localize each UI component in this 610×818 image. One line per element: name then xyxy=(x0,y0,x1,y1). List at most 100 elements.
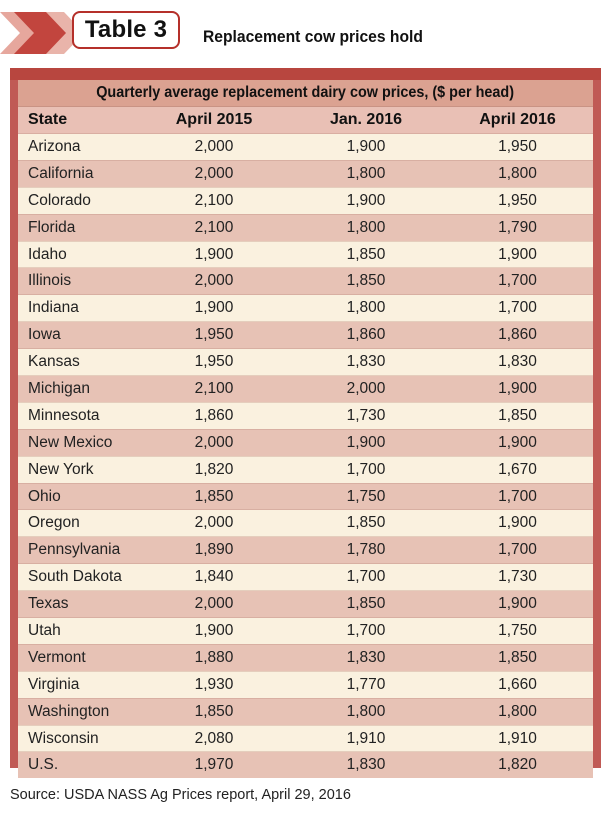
april-2016-cell: 1,900 xyxy=(442,240,593,268)
table-caption-row: Quarterly average replacement dairy cow … xyxy=(18,80,593,107)
state-cell: Michigan xyxy=(18,375,138,403)
april-2015-cell: 2,080 xyxy=(138,724,290,752)
table-caption: Quarterly average replacement dairy cow … xyxy=(96,84,515,101)
jan-2016-cell: 1,900 xyxy=(290,186,442,215)
state-cell: Colorado xyxy=(18,186,138,215)
april-2015-cell: 1,820 xyxy=(138,455,290,484)
state-cell: Idaho xyxy=(18,240,138,268)
state-cell: Indiana xyxy=(18,294,138,322)
april-2015-cell: 1,850 xyxy=(138,482,290,510)
state-cell: Vermont xyxy=(18,643,138,672)
table-row: New Mexico 2,000 1,900 1,900 xyxy=(18,428,593,457)
state-cell: New Mexico xyxy=(18,428,138,457)
state-cell: Florida xyxy=(18,213,138,242)
april-2016-cell: 1,820 xyxy=(442,751,593,779)
table-title: Replacement cow prices hold xyxy=(203,27,423,46)
column-header-april-2015: April 2015 xyxy=(138,106,290,134)
state-cell: Iowa xyxy=(18,321,138,349)
state-cell: Minnesota xyxy=(18,401,138,430)
table-row: Minnesota 1,860 1,730 1,850 xyxy=(18,401,593,430)
state-cell: Virginia xyxy=(18,670,138,699)
table-row: Michigan 2,100 2,000 1,900 xyxy=(18,375,593,403)
jan-2016-cell: 1,850 xyxy=(290,240,442,268)
jan-2016-cell: 1,750 xyxy=(290,482,442,510)
jan-2016-cell: 1,850 xyxy=(290,267,442,295)
april-2015-cell: 2,000 xyxy=(138,428,290,457)
table-row: Vermont 1,880 1,830 1,850 xyxy=(18,643,593,672)
april-2015-cell: 1,880 xyxy=(138,643,290,672)
column-header-april-2016: April 2016 xyxy=(442,106,593,134)
panel-top-band xyxy=(10,68,601,80)
april-2016-cell: 1,730 xyxy=(442,563,593,591)
april-2016-cell: 1,830 xyxy=(442,348,593,376)
state-cell: Oregon xyxy=(18,509,138,537)
april-2015-cell: 1,840 xyxy=(138,563,290,591)
state-cell: U.S. xyxy=(18,751,138,779)
price-table: Quarterly average replacement dairy cow … xyxy=(18,80,593,779)
april-2015-cell: 1,970 xyxy=(138,751,290,779)
april-2015-cell: 2,100 xyxy=(138,186,290,215)
table-row: U.S. 1,970 1,830 1,820 xyxy=(18,751,593,779)
jan-2016-cell: 1,780 xyxy=(290,536,442,564)
jan-2016-cell: 1,730 xyxy=(290,401,442,430)
table-header: Table 3 Replacement cow prices hold xyxy=(0,0,610,64)
jan-2016-cell: 1,800 xyxy=(290,213,442,242)
april-2015-cell: 2,000 xyxy=(138,267,290,295)
jan-2016-cell: 1,700 xyxy=(290,455,442,484)
source-note: Source: USDA NASS Ag Prices report, Apri… xyxy=(10,787,351,803)
table-row: Pennsylvania 1,890 1,780 1,700 xyxy=(18,536,593,564)
april-2015-cell: 2,100 xyxy=(138,213,290,242)
table-row: Wisconsin 2,080 1,910 1,910 xyxy=(18,724,593,752)
april-2015-cell: 1,930 xyxy=(138,670,290,699)
april-2016-cell: 1,900 xyxy=(442,428,593,457)
april-2016-cell: 1,900 xyxy=(442,375,593,403)
table-row: Illinois 2,000 1,850 1,700 xyxy=(18,267,593,295)
table-row: Idaho 1,900 1,850 1,900 xyxy=(18,240,593,268)
table-row: Iowa 1,950 1,860 1,860 xyxy=(18,321,593,349)
april-2015-cell: 1,890 xyxy=(138,536,290,564)
april-2016-cell: 1,850 xyxy=(442,643,593,672)
jan-2016-cell: 1,830 xyxy=(290,348,442,376)
april-2016-cell: 1,800 xyxy=(442,697,593,726)
table-number-badge: Table 3 xyxy=(72,11,180,49)
table-row: Colorado 2,100 1,900 1,950 xyxy=(18,186,593,215)
april-2015-cell: 2,000 xyxy=(138,159,290,188)
april-2015-cell: 1,950 xyxy=(138,348,290,376)
state-cell: Illinois xyxy=(18,267,138,295)
april-2015-cell: 2,000 xyxy=(138,509,290,537)
table-row: Kansas 1,950 1,830 1,830 xyxy=(18,348,593,376)
column-header-jan-2016: Jan. 2016 xyxy=(290,106,442,134)
state-cell: South Dakota xyxy=(18,563,138,591)
jan-2016-cell: 1,850 xyxy=(290,590,442,618)
april-2016-cell: 1,950 xyxy=(442,133,593,161)
april-2015-cell: 1,850 xyxy=(138,697,290,726)
table-row: Washington 1,850 1,800 1,800 xyxy=(18,697,593,726)
table-row: Texas 2,000 1,850 1,900 xyxy=(18,590,593,618)
table-row: Indiana 1,900 1,800 1,700 xyxy=(18,294,593,322)
jan-2016-cell: 1,700 xyxy=(290,617,442,645)
jan-2016-cell: 1,900 xyxy=(290,133,442,161)
jan-2016-cell: 1,800 xyxy=(290,159,442,188)
table-row: California 2,000 1,800 1,800 xyxy=(18,159,593,188)
state-cell: Pennsylvania xyxy=(18,536,138,564)
state-cell: Washington xyxy=(18,697,138,726)
jan-2016-cell: 1,800 xyxy=(290,697,442,726)
table-row: Ohio 1,850 1,750 1,700 xyxy=(18,482,593,510)
table-row: New York 1,820 1,700 1,670 xyxy=(18,455,593,484)
table-row: Oregon 2,000 1,850 1,900 xyxy=(18,509,593,537)
april-2016-cell: 1,850 xyxy=(442,401,593,430)
state-cell: Texas xyxy=(18,590,138,618)
table-body: Arizona 2,000 1,900 1,950 California 2,000 1,8… xyxy=(18,133,593,779)
april-2016-cell: 1,670 xyxy=(442,455,593,484)
april-2016-cell: 1,900 xyxy=(442,590,593,618)
jan-2016-cell: 1,830 xyxy=(290,751,442,779)
state-cell: Kansas xyxy=(18,348,138,376)
table-row: Arizona 2,000 1,900 1,950 xyxy=(18,133,593,161)
april-2016-cell: 1,950 xyxy=(442,186,593,215)
april-2016-cell: 1,750 xyxy=(442,617,593,645)
jan-2016-cell: 1,850 xyxy=(290,509,442,537)
jan-2016-cell: 1,860 xyxy=(290,321,442,349)
table-number-label: Table 3 xyxy=(84,16,168,43)
april-2016-cell: 1,700 xyxy=(442,536,593,564)
table-row: Virginia 1,930 1,770 1,660 xyxy=(18,670,593,699)
